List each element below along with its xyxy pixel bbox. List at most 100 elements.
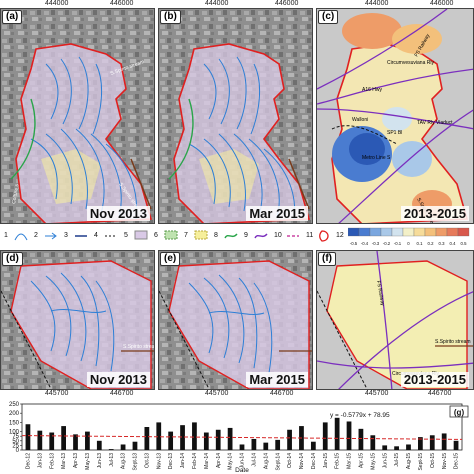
legend-item-4: 4 xyxy=(94,232,98,239)
legend-item-1: 1 xyxy=(4,232,8,239)
panel-letter: (c) xyxy=(318,10,339,24)
boundary-icon xyxy=(319,230,329,242)
area-fill-icon xyxy=(164,230,178,240)
x-tick-label: Dec-12 xyxy=(26,453,32,469)
map-panel-b: (b) Mar 2015 xyxy=(158,8,313,224)
x-tick-label: Jul-15 xyxy=(394,453,400,467)
bar xyxy=(132,441,138,450)
y-tick-label: 250 xyxy=(9,402,20,408)
y-tick-label: 0 xyxy=(16,448,20,454)
bar xyxy=(215,429,221,450)
scale-swatch xyxy=(424,227,437,237)
scale-label: 0.5 xyxy=(461,241,468,246)
bar xyxy=(358,428,364,450)
flow-arrow-icon xyxy=(45,232,57,240)
x-tick-label: Mar-14 xyxy=(204,453,210,469)
scale-label: -0.2 xyxy=(383,241,391,246)
bar xyxy=(287,429,292,450)
stream-line-icon xyxy=(224,233,238,239)
bar xyxy=(239,444,245,450)
map-panel-a: S.Spirito stream Colture s S.Spirito str… xyxy=(0,8,155,224)
y-tick-label: 75 xyxy=(12,434,19,440)
map-label: S.Spirito stream xyxy=(123,344,155,350)
bar-chart-g: 0 25 50 75 100 150 200 250 Dec-12 Jan-13 Feb-13 Mar… xyxy=(0,398,474,474)
coord-label: 445700 xyxy=(365,390,389,397)
x-tick-label: Nov-14 xyxy=(299,453,305,469)
panel-letter: (f) xyxy=(318,252,336,266)
x-tick-label: Oct-14 xyxy=(287,453,293,468)
legend-item-6: 6 xyxy=(154,232,158,239)
panel-date: 2013-2015 xyxy=(400,206,469,221)
bar xyxy=(49,432,55,450)
bar xyxy=(144,427,150,450)
scale-swatch xyxy=(358,227,371,237)
x-tick-label: Jul-14 xyxy=(251,453,257,467)
map-label: Walloni xyxy=(352,117,368,123)
panel-letter: (a) xyxy=(2,10,23,24)
trend-line xyxy=(21,435,463,440)
map-panel-e: (e) Mar 2015 xyxy=(158,250,313,390)
x-tick-label: Jun-15 xyxy=(382,453,388,469)
panel-letter: (d) xyxy=(2,252,23,266)
legend-item-8: 8 xyxy=(214,232,218,239)
trend-equation: y = -0.5779x + 78.95 xyxy=(330,412,390,419)
map-f-graphic: FS Railway S.Spirito stream Circumvesuvi… xyxy=(317,251,473,389)
area-fill-icon xyxy=(194,230,208,240)
x-tick-label: Mar-13 xyxy=(61,453,67,469)
contour-line-icon xyxy=(14,233,28,241)
legend-item-7: 7 xyxy=(184,232,188,239)
panel-date: Mar 2015 xyxy=(246,372,308,387)
bar xyxy=(370,435,376,450)
panel-letter: (b) xyxy=(160,10,181,24)
bar xyxy=(227,427,233,450)
scale-label: -0.5 xyxy=(350,241,358,246)
scale-label: 0.1 xyxy=(417,241,424,246)
panel-letter: (e) xyxy=(160,252,181,266)
map-label: Metro Line S xyxy=(362,155,391,161)
scale-label: 0 xyxy=(407,241,410,246)
bar xyxy=(73,434,78,450)
x-tick-label: Dec-14 xyxy=(311,453,317,469)
bar xyxy=(275,439,281,450)
scale-swatch xyxy=(380,227,393,237)
x-tick-label: May-15 xyxy=(370,453,376,470)
x-tick-label: May-14 xyxy=(228,453,234,470)
bar xyxy=(192,422,197,450)
bar xyxy=(418,437,423,450)
map-c-graphic: Circumvesuviana Rly A16 Hwy TAV Rly Viad… xyxy=(317,9,473,223)
bar xyxy=(156,422,162,450)
coord-label: 446000 xyxy=(275,0,299,7)
scale-swatch xyxy=(369,227,382,237)
panel-date: 2013-2015 xyxy=(400,372,469,387)
scale-swatch xyxy=(446,227,459,237)
map-e-graphic xyxy=(159,251,312,389)
panel-date: Nov 2013 xyxy=(86,372,150,387)
x-tick-label: Apr-14 xyxy=(216,453,222,468)
bar xyxy=(429,435,435,450)
scale-label: -0.3 xyxy=(372,241,380,246)
legend-item-3: 3 xyxy=(64,232,68,239)
bar xyxy=(108,449,114,450)
bar xyxy=(168,431,174,450)
coord-label: 446000 xyxy=(110,0,134,7)
bar xyxy=(203,432,209,450)
x-tick-label: May-13 xyxy=(85,453,91,470)
scale-label: -0.1 xyxy=(394,241,402,246)
map-a-graphic: S.Spirito stream Colture s S.Spirito str… xyxy=(1,9,154,223)
area-fill-icon xyxy=(134,230,148,240)
chart-letter-box xyxy=(449,405,469,418)
legend-item-11: 11 xyxy=(306,232,314,239)
bar xyxy=(85,431,90,450)
coord-label: 444000 xyxy=(365,0,389,7)
coord-label: 446000 xyxy=(430,0,454,7)
x-tick-label: Apr-13 xyxy=(73,453,79,468)
scale-label: 0.3 xyxy=(439,241,446,246)
x-tick-label: Feb-14 xyxy=(192,453,198,469)
x-tick-label: Jun-13 xyxy=(97,453,103,469)
x-tick-label: Apr-15 xyxy=(359,453,365,468)
bar xyxy=(61,426,66,450)
y-tick-label: 25 xyxy=(12,443,19,449)
map-label: SP1 Bl xyxy=(387,130,402,136)
legend-item-2: 2 xyxy=(34,232,38,239)
x-tick-label: Sept-13 xyxy=(133,453,139,471)
